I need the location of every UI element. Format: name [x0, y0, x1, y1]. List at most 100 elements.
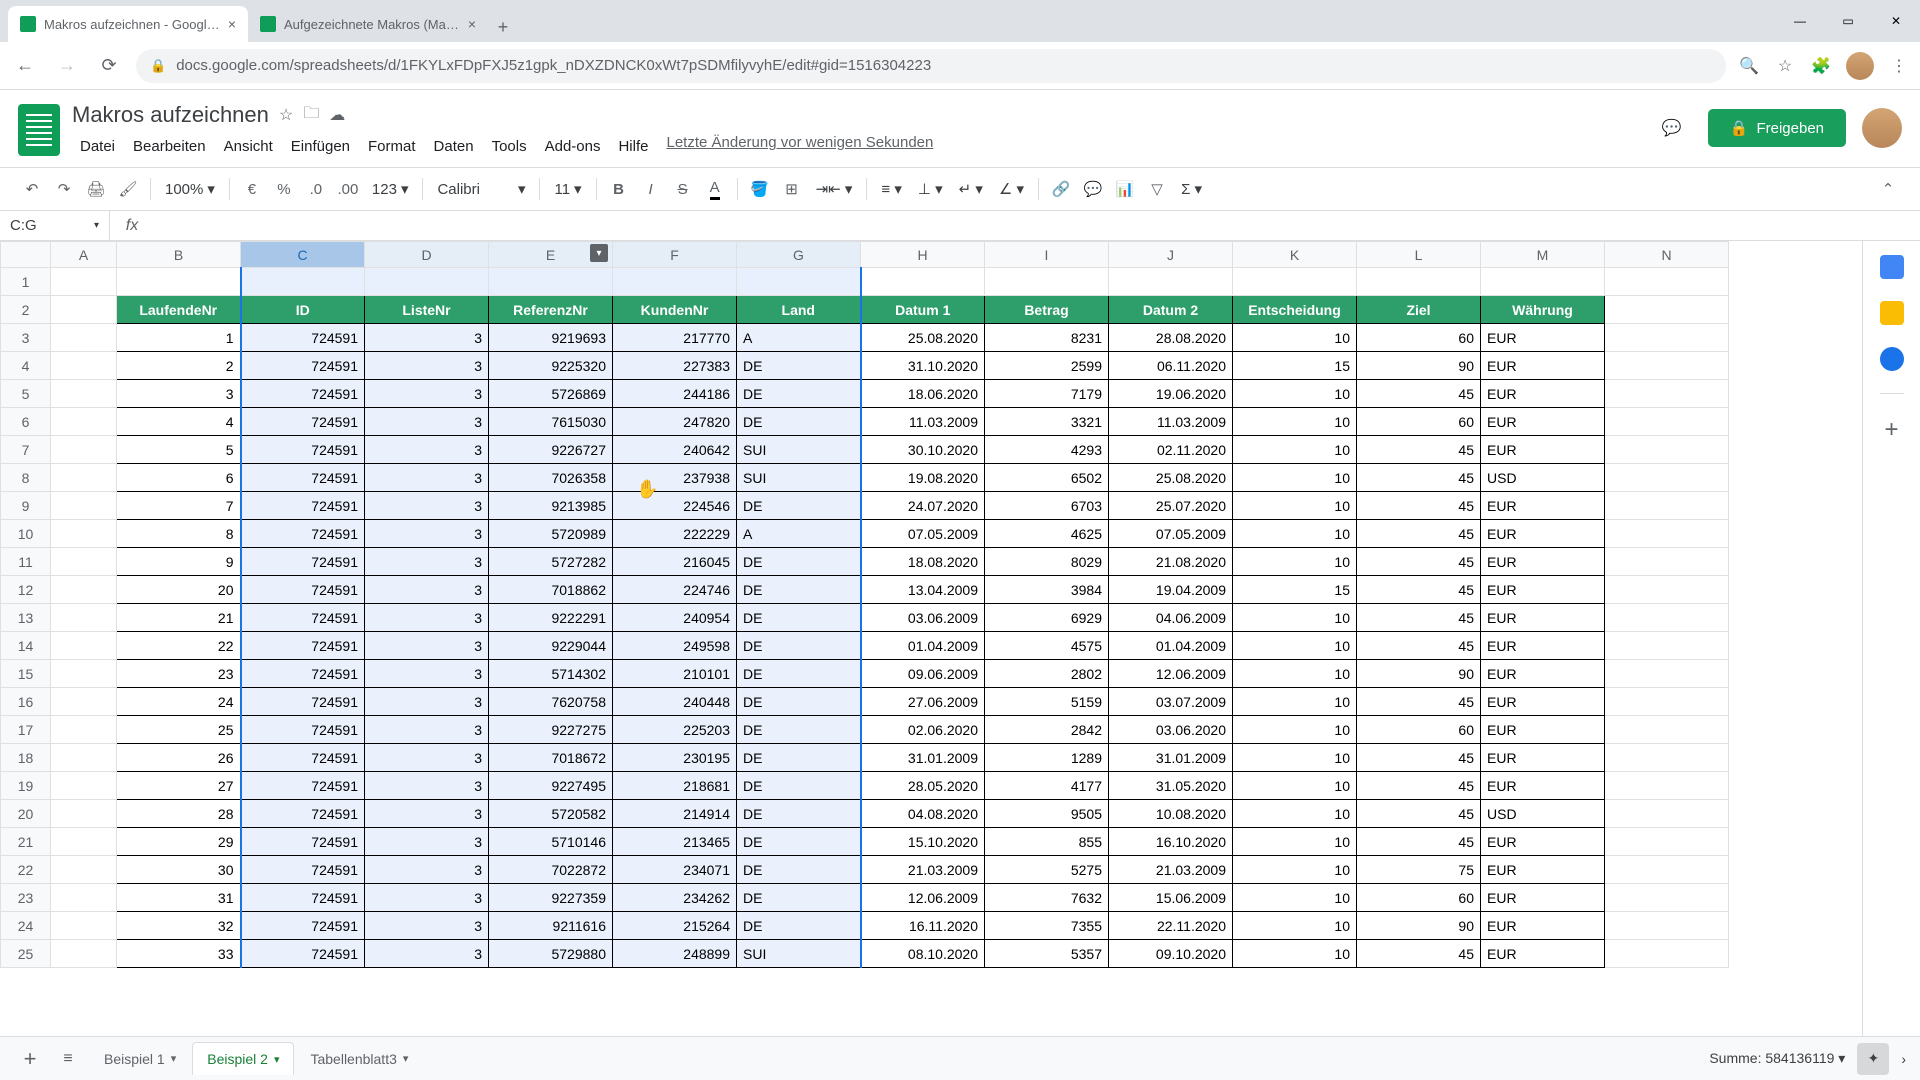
- row-header[interactable]: 6: [1, 408, 51, 436]
- v-align-button[interactable]: ⊥ ▾: [912, 180, 949, 198]
- data-cell[interactable]: 224546: [613, 492, 737, 520]
- bookmark-icon[interactable]: ☆: [1774, 55, 1796, 77]
- data-cell[interactable]: 3: [365, 408, 489, 436]
- cell[interactable]: [51, 632, 117, 660]
- data-cell[interactable]: 244186: [613, 380, 737, 408]
- data-cell[interactable]: 3: [365, 772, 489, 800]
- data-cell[interactable]: 3: [365, 632, 489, 660]
- data-cell[interactable]: A: [737, 324, 861, 352]
- data-cell[interactable]: 25: [117, 716, 241, 744]
- row-header[interactable]: 20: [1, 800, 51, 828]
- sheet-tab[interactable]: Beispiel 2 ▾: [192, 1042, 294, 1075]
- data-cell[interactable]: 724591: [241, 436, 365, 464]
- data-cell[interactable]: 240642: [613, 436, 737, 464]
- data-cell[interactable]: 02.11.2020: [1109, 436, 1233, 464]
- cell[interactable]: [1605, 856, 1729, 884]
- chart-button[interactable]: 📊: [1111, 175, 1139, 203]
- data-cell[interactable]: 03.06.2020: [1109, 716, 1233, 744]
- cell[interactable]: [1605, 576, 1729, 604]
- browser-tab-inactive[interactable]: Aufgezeichnete Makros (Makro ×: [248, 6, 488, 42]
- data-cell[interactable]: 9227359: [489, 884, 613, 912]
- data-cell[interactable]: 31.05.2020: [1109, 772, 1233, 800]
- data-cell[interactable]: 45: [1357, 380, 1481, 408]
- data-cell[interactable]: 3: [365, 324, 489, 352]
- column-dropdown-icon[interactable]: ▾: [590, 244, 608, 262]
- data-cell[interactable]: DE: [737, 408, 861, 436]
- data-cell[interactable]: 23: [117, 660, 241, 688]
- data-cell[interactable]: 10: [1233, 716, 1357, 744]
- url-bar[interactable]: 🔒 docs.google.com/spreadsheets/d/1FKYLxF…: [136, 49, 1726, 83]
- data-cell[interactable]: EUR: [1481, 660, 1605, 688]
- cell[interactable]: [51, 464, 117, 492]
- tasks-icon[interactable]: [1880, 347, 1904, 371]
- row-header[interactable]: 12: [1, 576, 51, 604]
- data-cell[interactable]: 230195: [613, 744, 737, 772]
- cell[interactable]: [117, 268, 241, 296]
- cell[interactable]: [1605, 688, 1729, 716]
- new-tab-button[interactable]: +: [488, 12, 518, 42]
- data-cell[interactable]: 10: [1233, 688, 1357, 716]
- data-cell[interactable]: 5726869: [489, 380, 613, 408]
- browser-tab-active[interactable]: Makros aufzeichnen - Google Ta ×: [8, 6, 248, 42]
- data-cell[interactable]: 15.10.2020: [861, 828, 985, 856]
- data-cell[interactable]: EUR: [1481, 772, 1605, 800]
- data-cell[interactable]: DE: [737, 688, 861, 716]
- row-header[interactable]: 8: [1, 464, 51, 492]
- data-cell[interactable]: 249598: [613, 632, 737, 660]
- data-cell[interactable]: EUR: [1481, 520, 1605, 548]
- paint-format-button[interactable]: 🖌: [114, 175, 142, 203]
- data-cell[interactable]: 21.03.2009: [1109, 856, 1233, 884]
- data-cell[interactable]: 16.10.2020: [1109, 828, 1233, 856]
- data-cell[interactable]: EUR: [1481, 576, 1605, 604]
- add-sheet-button[interactable]: +: [14, 1043, 46, 1075]
- header-cell[interactable]: LaufendeNr: [117, 296, 241, 324]
- data-cell[interactable]: 4293: [985, 436, 1109, 464]
- column-header-A[interactable]: A: [51, 242, 117, 268]
- data-cell[interactable]: 24.07.2020: [861, 492, 985, 520]
- row-header[interactable]: 2: [1, 296, 51, 324]
- data-cell[interactable]: 215264: [613, 912, 737, 940]
- data-cell[interactable]: 45: [1357, 604, 1481, 632]
- data-cell[interactable]: 10: [1233, 884, 1357, 912]
- data-cell[interactable]: 21.03.2009: [861, 856, 985, 884]
- extensions-icon[interactable]: 🧩: [1810, 55, 1832, 77]
- name-box[interactable]: C:G ▾: [0, 211, 110, 240]
- data-cell[interactable]: 7632: [985, 884, 1109, 912]
- profile-avatar[interactable]: [1846, 52, 1874, 80]
- currency-button[interactable]: €: [238, 175, 266, 203]
- cell[interactable]: [861, 268, 985, 296]
- header-cell[interactable]: KundenNr: [613, 296, 737, 324]
- data-cell[interactable]: 3321: [985, 408, 1109, 436]
- cell[interactable]: [1605, 268, 1729, 296]
- data-cell[interactable]: 22.11.2020: [1109, 912, 1233, 940]
- data-cell[interactable]: 5275: [985, 856, 1109, 884]
- cell[interactable]: [51, 548, 117, 576]
- row-header[interactable]: 23: [1, 884, 51, 912]
- cloud-icon[interactable]: ☁: [329, 105, 345, 125]
- row-header[interactable]: 4: [1, 352, 51, 380]
- data-cell[interactable]: 3: [365, 604, 489, 632]
- data-cell[interactable]: 33: [117, 940, 241, 968]
- sheet-tab[interactable]: Beispiel 1 ▾: [90, 1042, 190, 1075]
- data-cell[interactable]: 8231: [985, 324, 1109, 352]
- data-cell[interactable]: 3: [365, 744, 489, 772]
- collapse-toolbar-button[interactable]: ⌃: [1874, 175, 1902, 203]
- data-cell[interactable]: 25.08.2020: [1109, 464, 1233, 492]
- data-cell[interactable]: 7026358: [489, 464, 613, 492]
- cell[interactable]: [1605, 772, 1729, 800]
- data-cell[interactable]: 08.10.2020: [861, 940, 985, 968]
- data-cell[interactable]: 27: [117, 772, 241, 800]
- data-cell[interactable]: 724591: [241, 576, 365, 604]
- row-header[interactable]: 22: [1, 856, 51, 884]
- data-cell[interactable]: 724591: [241, 660, 365, 688]
- data-cell[interactable]: SUI: [737, 436, 861, 464]
- data-cell[interactable]: 3984: [985, 576, 1109, 604]
- data-cell[interactable]: 214914: [613, 800, 737, 828]
- data-cell[interactable]: 724591: [241, 380, 365, 408]
- cell[interactable]: [1357, 268, 1481, 296]
- data-cell[interactable]: 01.04.2009: [861, 632, 985, 660]
- data-cell[interactable]: 724591: [241, 912, 365, 940]
- cell[interactable]: [1605, 744, 1729, 772]
- data-cell[interactable]: 10: [1233, 912, 1357, 940]
- data-cell[interactable]: 13.04.2009: [861, 576, 985, 604]
